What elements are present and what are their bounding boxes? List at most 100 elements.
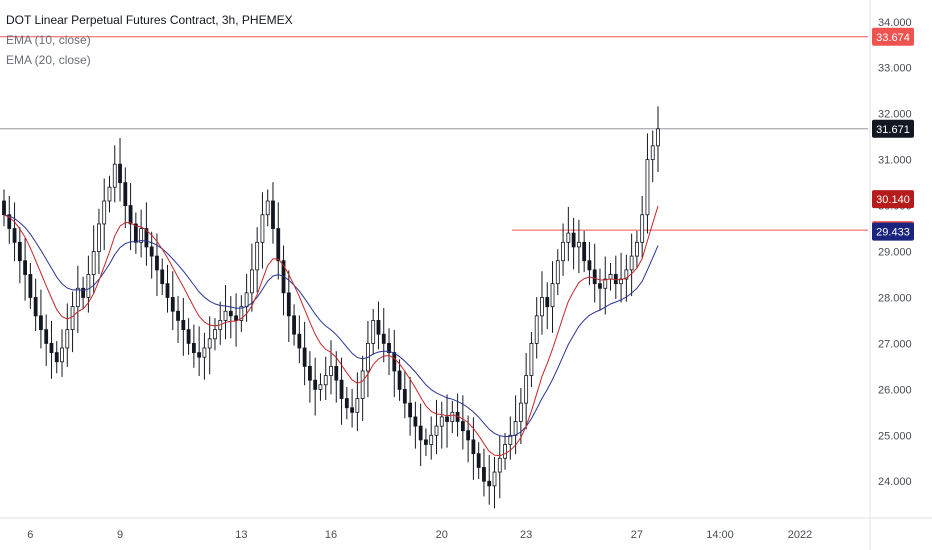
candle-body — [656, 128, 660, 147]
candle-body — [487, 480, 492, 487]
x-tick-label: 14:00 — [706, 529, 734, 541]
candle-body — [640, 214, 645, 243]
candle-body — [65, 329, 70, 349]
price-tag-label: 31.671 — [876, 124, 910, 136]
candle-body — [44, 329, 49, 344]
price-tag-bg — [872, 190, 914, 209]
candle-body — [645, 159, 650, 216]
candle-body — [33, 297, 38, 317]
candle-body — [234, 315, 238, 321]
x-tick-label: 9 — [117, 529, 123, 541]
candle-body — [207, 338, 212, 349]
candle-body — [313, 379, 318, 390]
candle-body — [434, 425, 439, 436]
candle-body — [112, 163, 117, 188]
candle-body — [571, 232, 576, 248]
candle-body — [503, 444, 507, 459]
candle-body — [297, 333, 302, 349]
candle-body — [181, 320, 186, 331]
candle-body — [587, 260, 592, 271]
price-tag-bg — [872, 222, 914, 241]
candle-body — [529, 343, 534, 376]
candle-body — [160, 269, 165, 285]
y-tick-label: 29.000 — [878, 247, 912, 259]
price-tag: 29.433 — [872, 222, 914, 241]
candle-body — [102, 200, 107, 225]
candle-body — [17, 241, 22, 262]
y-tick-label: 32.000 — [878, 109, 912, 121]
candle-body — [249, 269, 254, 294]
candle-body — [286, 292, 291, 317]
candle-body — [176, 310, 180, 321]
candle-body — [23, 260, 27, 275]
price-tag-label: 30.140 — [876, 194, 910, 206]
candle-body — [371, 320, 376, 344]
candle-body — [392, 352, 397, 372]
candle-body — [497, 457, 502, 473]
candle-body — [223, 310, 228, 321]
candle-body — [466, 430, 471, 441]
candle-body — [450, 411, 455, 422]
candle-body — [555, 260, 560, 285]
candle-body — [271, 200, 275, 229]
candle-body — [28, 274, 33, 298]
candle-body — [603, 278, 608, 289]
candle-body — [202, 347, 207, 358]
y-tick-label: 25.000 — [878, 430, 912, 442]
candle-body — [460, 421, 465, 432]
candle-body — [255, 241, 260, 271]
candle-body — [387, 343, 391, 353]
candle-body — [91, 251, 96, 275]
y-tick-label: 26.000 — [878, 384, 912, 396]
candle-body — [650, 145, 655, 161]
candle-body — [54, 352, 59, 363]
candle-body — [334, 365, 339, 381]
candle-body — [133, 223, 138, 243]
price-tag-label: 29.433 — [876, 227, 910, 239]
candle-body — [355, 398, 360, 413]
y-tick-label: 27.000 — [878, 338, 912, 350]
candle-body — [482, 467, 486, 482]
candle-body — [397, 370, 402, 390]
price-tag: 30.140 — [872, 190, 914, 209]
candle-body — [608, 274, 613, 280]
ema10-line — [3, 205, 659, 457]
y-tick-label: 31.000 — [878, 155, 912, 167]
candle-body — [7, 214, 12, 229]
x-tick-label: 27 — [631, 529, 643, 541]
candle-body — [545, 297, 550, 308]
candle-body — [534, 315, 539, 344]
candle-body — [561, 241, 565, 262]
candle-body — [635, 241, 639, 257]
y-tick-label: 34.000 — [878, 17, 912, 29]
x-tick-label: 2022 — [788, 529, 812, 541]
candle-body — [566, 232, 571, 243]
candle-body — [540, 297, 544, 317]
candle-body — [518, 402, 523, 422]
y-tick-label: 24.000 — [878, 476, 912, 488]
y-tick-label: 28.000 — [878, 292, 912, 304]
candle-body — [323, 375, 328, 386]
chart-legend: DOT Linear Perpetual Futures Contract, 3… — [6, 10, 293, 70]
candle-body — [39, 315, 43, 331]
candle-body — [513, 421, 518, 436]
ema20-line — [3, 214, 659, 438]
ema10-legend: EMA (10, close) — [6, 33, 91, 47]
candle-body — [492, 471, 497, 487]
candle-body — [2, 200, 6, 216]
x-tick-label: 16 — [325, 529, 337, 541]
candle-body — [97, 223, 101, 252]
candle-body — [139, 228, 144, 243]
candle-body — [123, 182, 128, 206]
candle-body — [75, 287, 80, 308]
candle-body — [165, 283, 170, 298]
candle-body — [276, 228, 281, 262]
candle-body — [128, 205, 133, 225]
y-tick-label: 33.000 — [878, 63, 912, 75]
candle-body — [191, 343, 196, 353]
candle-body — [302, 347, 307, 367]
candle-body — [424, 439, 428, 445]
candle-body — [439, 416, 444, 427]
candle-body — [550, 283, 555, 308]
